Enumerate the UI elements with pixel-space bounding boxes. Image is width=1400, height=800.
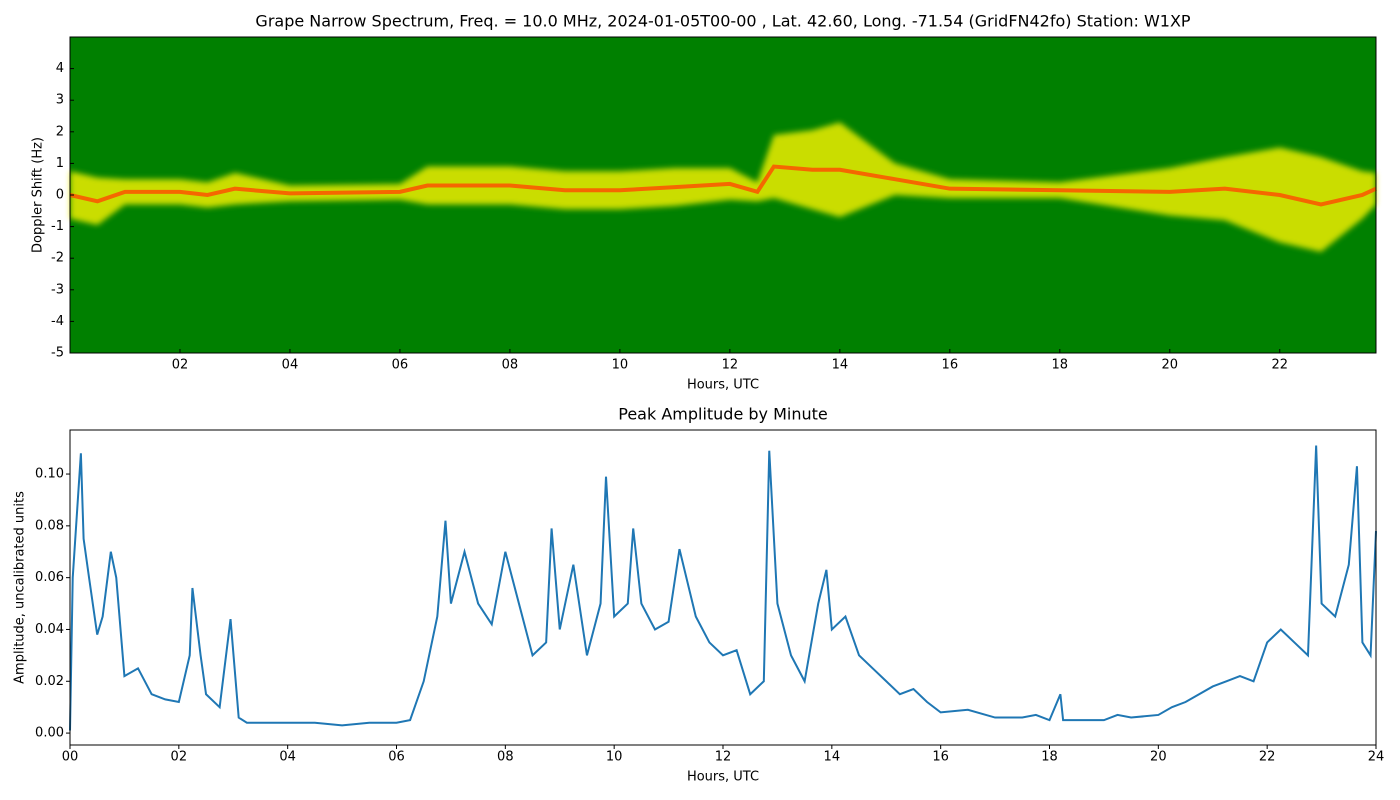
plot-frame bbox=[69, 429, 1377, 746]
x-tick-label: 08 bbox=[497, 750, 514, 765]
x-tick-label: 14 bbox=[832, 358, 849, 373]
y-tick-label: 0.06 bbox=[35, 570, 64, 585]
x-tick-label: 14 bbox=[824, 750, 841, 765]
x-tick-label: 00 bbox=[62, 750, 79, 765]
y-tick-label: 2 bbox=[56, 124, 64, 139]
y-tick-label: 3 bbox=[56, 93, 64, 108]
y-axis-label: Amplitude, uncalibrated units bbox=[13, 491, 28, 684]
y-tick-label: 1 bbox=[56, 156, 64, 171]
x-tick-label: 16 bbox=[932, 750, 949, 765]
x-tick-label: 24 bbox=[1368, 750, 1385, 765]
amplitude-line bbox=[69, 445, 1377, 731]
x-tick-label: 02 bbox=[172, 358, 189, 373]
x-tick-label: 02 bbox=[171, 750, 188, 765]
x-tick-label: 16 bbox=[942, 358, 959, 373]
x-tick-label: 10 bbox=[612, 358, 629, 373]
y-tick-label: 0.02 bbox=[35, 674, 64, 689]
y-axis-label: Doppler Shift (Hz) bbox=[31, 137, 46, 253]
x-tick-label: 06 bbox=[388, 750, 405, 765]
y-tick-label: 0.04 bbox=[35, 622, 64, 637]
x-tick-label: 18 bbox=[1052, 358, 1069, 373]
y-tick-label: -3 bbox=[51, 282, 64, 297]
x-axis-label: Hours, UTC bbox=[687, 770, 759, 785]
x-tick-label: 10 bbox=[606, 750, 623, 765]
x-tick-label: 12 bbox=[715, 750, 732, 765]
y-tick-label: -5 bbox=[51, 346, 64, 361]
x-tick-label: 06 bbox=[392, 358, 409, 373]
y-tick-label: 0 bbox=[56, 188, 64, 203]
y-tick-label: 0.00 bbox=[35, 726, 64, 741]
chart-title: Grape Narrow Spectrum, Freq. = 10.0 MHz,… bbox=[255, 12, 1191, 31]
y-tick-label: -1 bbox=[51, 219, 64, 234]
y-tick-label: 4 bbox=[56, 61, 64, 76]
x-tick-label: 22 bbox=[1271, 358, 1288, 373]
y-tick-label: -4 bbox=[51, 314, 64, 329]
x-tick-label: 04 bbox=[282, 358, 299, 373]
y-tick-label: 0.10 bbox=[35, 467, 64, 482]
x-axis-label: Hours, UTC bbox=[687, 378, 759, 393]
y-tick-label: -2 bbox=[51, 251, 64, 266]
x-tick-label: 20 bbox=[1150, 750, 1167, 765]
chart-title: Peak Amplitude by Minute bbox=[618, 405, 828, 424]
signal-band bbox=[70, 122, 1376, 252]
x-tick-label: 08 bbox=[502, 358, 519, 373]
x-tick-label: 20 bbox=[1162, 358, 1179, 373]
signal-core bbox=[69, 164, 1377, 207]
x-tick-label: 22 bbox=[1259, 750, 1276, 765]
x-tick-label: 12 bbox=[722, 358, 739, 373]
x-tick-label: 18 bbox=[1041, 750, 1058, 765]
y-tick-label: 0.08 bbox=[35, 518, 64, 533]
x-tick-label: 04 bbox=[279, 750, 296, 765]
